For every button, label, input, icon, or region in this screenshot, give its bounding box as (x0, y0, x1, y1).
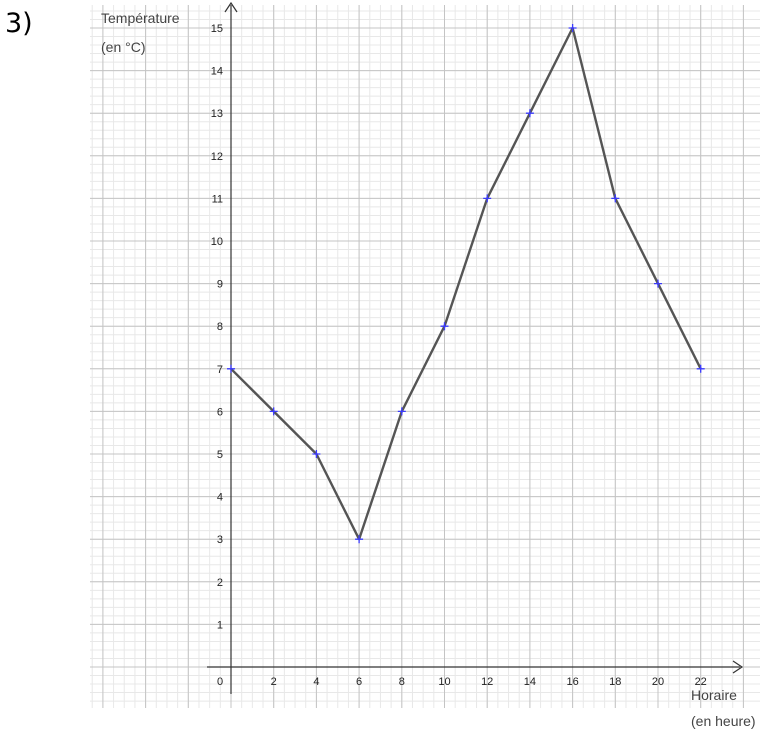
x-tick-label: 6 (356, 676, 362, 688)
y-tick-label: 3 (217, 534, 223, 546)
y-tick-label: 10 (211, 236, 223, 248)
y-tick-label: 9 (217, 279, 223, 291)
data-point-marker (355, 535, 364, 544)
data-point-marker (397, 407, 406, 416)
series-layer (230, 26, 702, 541)
data-point-marker (525, 109, 534, 118)
x-tick-label: 10 (438, 676, 450, 688)
minor-grid (90, 5, 760, 708)
x-tick-label: 22 (695, 676, 707, 688)
data-point-marker (440, 322, 449, 331)
data-point-marker (654, 279, 662, 288)
x-tick-labels: 0 2 4 6 8 10 12 14 16 18 20 22 (217, 676, 707, 688)
x-tick-label: 2 (271, 676, 277, 688)
problem-number: 3) (5, 8, 33, 39)
x-axis-arrow (732, 660, 744, 674)
y-tick-label: 13 (211, 108, 223, 120)
x-tick-label: 14 (524, 676, 536, 688)
y-axis-title-line2: (en °C) (101, 39, 146, 55)
axes (207, 1, 744, 694)
y-tick-label: 5 (217, 449, 223, 461)
y-tick-label: 8 (217, 321, 223, 333)
data-point-marker (483, 194, 492, 203)
x-axis-title-line2: (en heure) (691, 713, 756, 729)
data-point-marker (568, 24, 577, 32)
marker-layer (227, 24, 705, 544)
y-tick-label: 12 (211, 151, 223, 163)
temperature-series-line (230, 26, 702, 541)
data-point-marker (269, 407, 278, 416)
x-tick-label: 8 (399, 676, 405, 688)
x-tick-label: 18 (609, 676, 621, 688)
x-tick-label: 20 (652, 676, 664, 688)
y-tick-label: 6 (217, 406, 223, 418)
data-point-marker (227, 364, 235, 373)
y-axis-arrow (224, 1, 238, 13)
y-tick-label: 15 (211, 23, 223, 35)
x-axis-title-line1: Horaire (691, 687, 737, 703)
data-point-marker (696, 364, 705, 373)
y-tick-label: 11 (212, 193, 223, 205)
major-grid (90, 5, 760, 708)
y-tick-label: 4 (217, 492, 223, 504)
y-tick-label: 14 (211, 66, 223, 78)
y-axis-title-line1: Température (101, 10, 180, 26)
x-tick-label: 0 (217, 676, 223, 688)
x-tick-label: 12 (481, 676, 493, 688)
y-tick-label: 1 (217, 619, 223, 631)
x-tick-label: 16 (566, 676, 578, 688)
data-point-marker (312, 450, 321, 458)
y-tick-label: 2 (217, 577, 223, 589)
y-tick-label: 7 (217, 364, 223, 376)
x-tick-label: 4 (313, 676, 319, 688)
data-point-marker (611, 194, 620, 203)
